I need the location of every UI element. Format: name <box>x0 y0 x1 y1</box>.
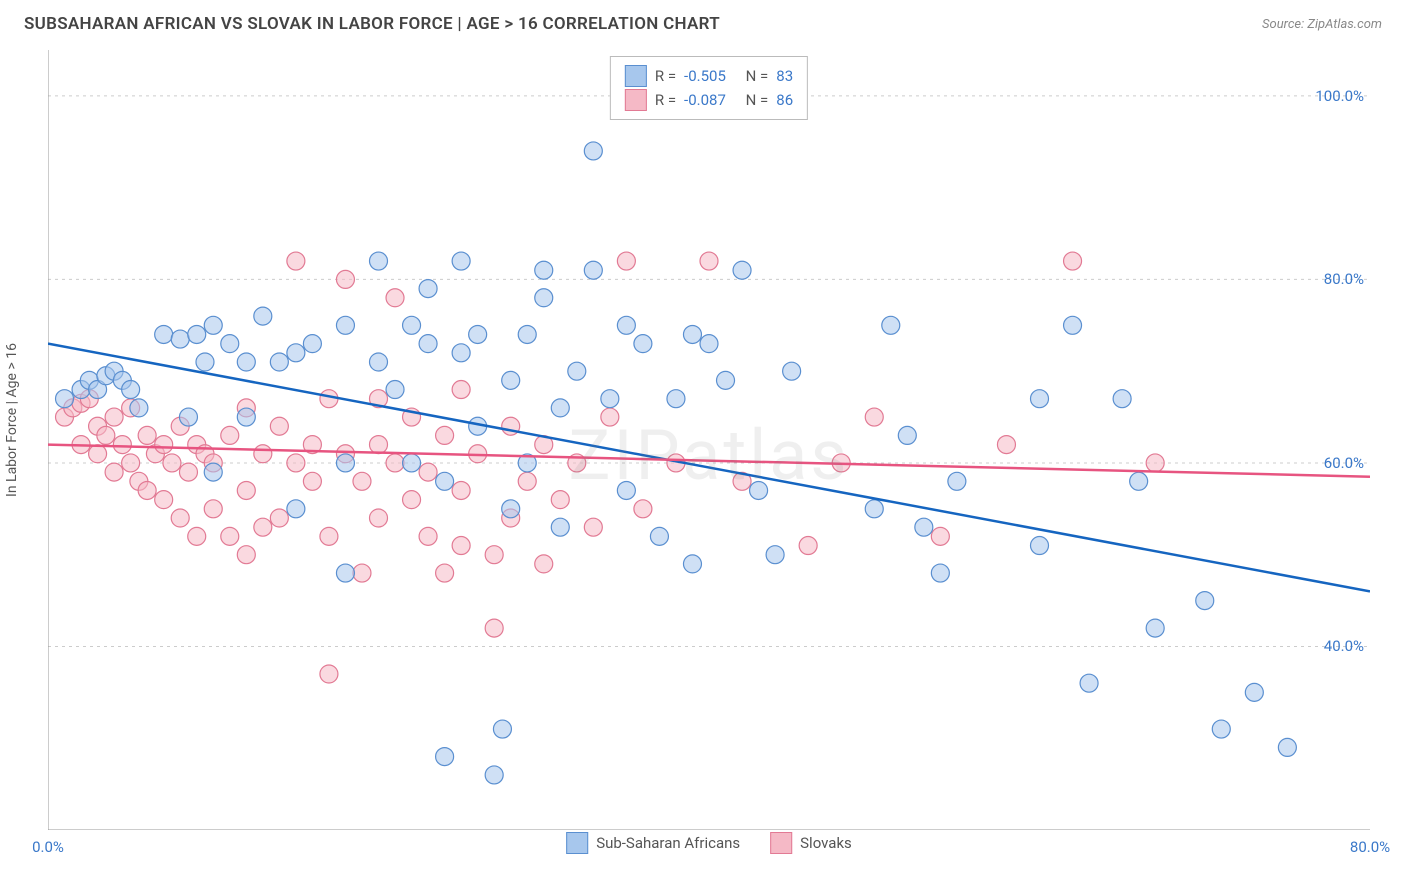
legend-item-2: Slovaks <box>770 832 852 854</box>
header: SUBSAHARAN AFRICAN VS SLOVAK IN LABOR FO… <box>0 0 1406 44</box>
legend-item-1: Sub-Saharan Africans <box>566 832 740 854</box>
legend-swatch-2 <box>770 832 792 854</box>
stats-row-2: R = -0.087 N = 86 <box>625 89 793 111</box>
scatter-chart-svg <box>48 50 1370 830</box>
legend-swatch-1 <box>566 832 588 854</box>
r-value-2: -0.087 <box>684 91 726 109</box>
xtick-label: 80.0% <box>1350 838 1390 856</box>
ytick-label: 60.0% <box>1324 454 1364 472</box>
n-label-2: N = <box>746 91 769 109</box>
swatch-series-1 <box>625 65 647 87</box>
chart-title: SUBSAHARAN AFRICAN VS SLOVAK IN LABOR FO… <box>24 14 720 34</box>
r-label-1: R = <box>655 67 676 85</box>
n-value-1: 83 <box>776 67 793 85</box>
bottom-legend: Sub-Saharan Africans Slovaks <box>566 832 852 854</box>
r-value-1: -0.505 <box>684 67 726 85</box>
source-label: Source: ZipAtlas.com <box>1262 17 1382 32</box>
legend-label-1: Sub-Saharan Africans <box>596 834 740 852</box>
xtick-label: 0.0% <box>32 838 64 856</box>
stats-row-1: R = -0.505 N = 83 <box>625 65 793 87</box>
swatch-series-2 <box>625 89 647 111</box>
legend-label-2: Slovaks <box>800 834 852 852</box>
ytick-label: 100.0% <box>1315 87 1364 105</box>
ytick-label: 40.0% <box>1324 637 1364 655</box>
stats-box: R = -0.505 N = 83 R = -0.087 N = 86 <box>610 56 808 120</box>
chart-area: R = -0.505 N = 83 R = -0.087 N = 86 ZIPa… <box>48 50 1370 830</box>
ytick-label: 80.0% <box>1324 270 1364 288</box>
y-axis-label: In Labor Force | Age > 16 <box>4 343 20 497</box>
n-value-2: 86 <box>776 91 793 109</box>
n-label-1: N = <box>746 67 769 85</box>
r-label-2: R = <box>655 91 676 109</box>
